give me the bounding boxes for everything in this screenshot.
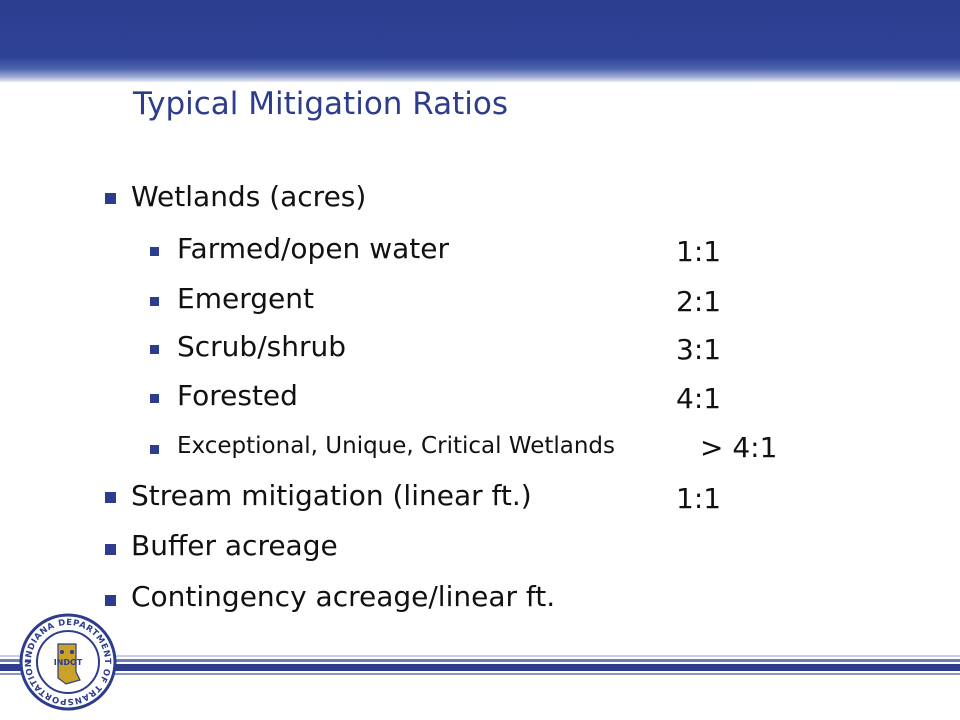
- bullet-icon: [105, 492, 116, 503]
- header-band: [0, 0, 960, 82]
- ratio-value: 1:1: [676, 482, 722, 515]
- ratio-value: 3:1: [676, 333, 722, 366]
- ratio-value: 1:1: [676, 235, 722, 268]
- bullet-icon: [105, 544, 116, 555]
- list-item: Forested: [177, 379, 298, 412]
- list-item: Farmed/open water: [177, 232, 449, 265]
- bullet-icon: [150, 297, 159, 306]
- list-item: Exceptional, Unique, Critical Wetlands: [177, 433, 616, 459]
- bullet-icon: [150, 345, 159, 354]
- list-item: Emergent: [177, 282, 314, 315]
- bullet-icon: [105, 193, 116, 204]
- list-item: Contingency acreage/linear ft.: [131, 580, 556, 613]
- ratio-value: 4:1: [676, 382, 722, 415]
- footer-lines: [0, 653, 960, 679]
- ratio-value: 2:1: [676, 285, 722, 318]
- ratio-value: > 4:1: [700, 431, 777, 464]
- indot-seal-logo: INDIANA DEPARTMENT OF TRANSPORTATION IND…: [19, 613, 117, 711]
- list-item: Wetlands (acres): [131, 180, 367, 213]
- list-item: Buffer acreage: [131, 529, 338, 562]
- bullet-icon: [150, 247, 159, 256]
- bullet-icon: [105, 595, 116, 606]
- ratio-text: > 4:1: [700, 431, 778, 464]
- seal-center-text: INDOT: [54, 658, 83, 667]
- list-item: Stream mitigation (linear ft.): [131, 479, 532, 512]
- bullet-icon: [150, 445, 159, 454]
- list-item: Scrub/shrub: [177, 330, 346, 363]
- slide-title: Typical Mitigation Ratios: [133, 86, 509, 122]
- bullet-icon: [150, 394, 159, 403]
